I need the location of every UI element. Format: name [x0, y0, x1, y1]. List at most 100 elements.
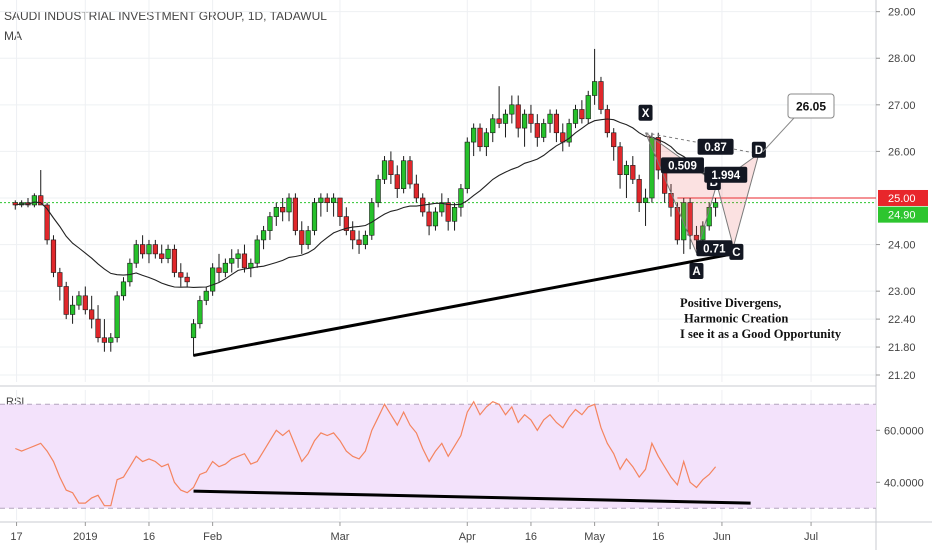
candle-body — [401, 160, 407, 189]
harmonic-ratio-label-text: 1.994 — [711, 170, 740, 182]
time-tick-label: Mar — [330, 531, 349, 543]
candle — [394, 165, 400, 198]
candle — [273, 202, 279, 226]
candle-body — [50, 239, 57, 273]
candle-body — [318, 197, 324, 203]
time-tick-label: 17 — [10, 531, 22, 543]
candle-body — [604, 109, 610, 134]
candle — [210, 263, 216, 296]
candle — [381, 156, 388, 185]
candle — [12, 200, 18, 210]
candle-body — [553, 113, 560, 134]
candle-body — [337, 197, 343, 217]
harmonic-ratio-label: 0.87 — [697, 138, 734, 155]
candle — [25, 197, 31, 208]
harmonic-point-d: D — [751, 141, 766, 158]
price-tick-label: 28.00 — [888, 53, 916, 65]
candle-body — [681, 202, 687, 241]
harmonic-ratio-leg — [645, 132, 759, 155]
time-axis: 17 2019 16 Feb Mar Apr 16 May 16 Jun Jul — [10, 522, 818, 543]
moving-average-line — [15, 118, 716, 288]
candle-body — [324, 197, 330, 203]
candle — [547, 109, 553, 133]
reference-price-tag: 24.90 — [878, 206, 928, 223]
candle-body — [426, 211, 432, 227]
candle — [197, 295, 203, 329]
candle — [509, 95, 515, 124]
rsi-tick-label: 60.0000 — [884, 425, 924, 437]
time-tick-label: Jun — [713, 531, 731, 543]
time-tick-label: 2019 — [73, 531, 97, 543]
harmonic-leg — [716, 183, 734, 248]
candle — [337, 197, 343, 226]
candle-body — [222, 262, 228, 273]
candle-body — [57, 272, 63, 287]
candle-body — [636, 179, 642, 203]
candle-body — [471, 127, 477, 143]
harmonic-point-a: A — [689, 262, 704, 279]
candle — [553, 109, 560, 143]
candle-body — [611, 132, 617, 148]
candle — [292, 193, 298, 236]
candle — [655, 132, 661, 180]
candle — [254, 235, 260, 268]
target-callout-box — [787, 93, 835, 119]
candle — [101, 319, 108, 352]
candle-body — [273, 207, 279, 217]
candle-body — [623, 165, 630, 175]
candle-body — [203, 290, 209, 301]
candle — [235, 249, 241, 268]
candle-body — [432, 211, 439, 227]
harmonic-ratio-label: 0.509 — [660, 157, 704, 174]
candle — [369, 197, 375, 240]
candle — [280, 197, 286, 222]
last-price-tag-bg — [878, 189, 928, 206]
candle-body — [63, 286, 69, 315]
candle — [216, 253, 222, 282]
candle-body — [541, 123, 547, 138]
harmonic-point-x-bg — [638, 104, 653, 121]
candle-body — [381, 160, 388, 180]
candle — [623, 160, 630, 198]
candle — [490, 114, 496, 143]
harmonic-point-a-bg — [689, 262, 704, 279]
candle — [178, 263, 184, 287]
candle-body — [140, 244, 146, 255]
candle-body — [127, 262, 133, 283]
harmonic-point-a-text: A — [692, 266, 700, 278]
candle-body — [350, 230, 356, 241]
candle-body — [515, 104, 521, 129]
candle-body — [458, 188, 464, 208]
candle-body — [566, 123, 572, 143]
candle-body — [114, 295, 120, 339]
candle — [445, 197, 451, 231]
candle-body — [477, 127, 483, 148]
harmonic-point-c-bg — [729, 243, 744, 260]
candle — [681, 197, 687, 254]
candle — [305, 225, 311, 250]
candle — [560, 123, 566, 152]
candle-body — [95, 318, 101, 339]
candle-body — [299, 230, 305, 245]
time-tick-label: Feb — [203, 531, 222, 543]
candle-body — [235, 253, 241, 259]
harmonic-point-d-bg — [751, 141, 766, 158]
candle — [38, 170, 44, 206]
price-tick-label: 21.20 — [888, 370, 916, 382]
candle — [464, 137, 470, 194]
candle-body — [12, 202, 18, 206]
candle-body — [394, 174, 400, 189]
candle-body — [159, 253, 165, 259]
candle — [687, 197, 693, 250]
candle-body — [693, 234, 700, 241]
candle — [534, 114, 540, 147]
candle-body — [534, 123, 540, 138]
harmonic-point-x-text: X — [642, 108, 650, 120]
candle — [451, 202, 458, 231]
candle — [159, 244, 165, 264]
harmonic-leg — [732, 153, 760, 248]
candle-body — [190, 323, 197, 339]
candle — [76, 291, 82, 310]
